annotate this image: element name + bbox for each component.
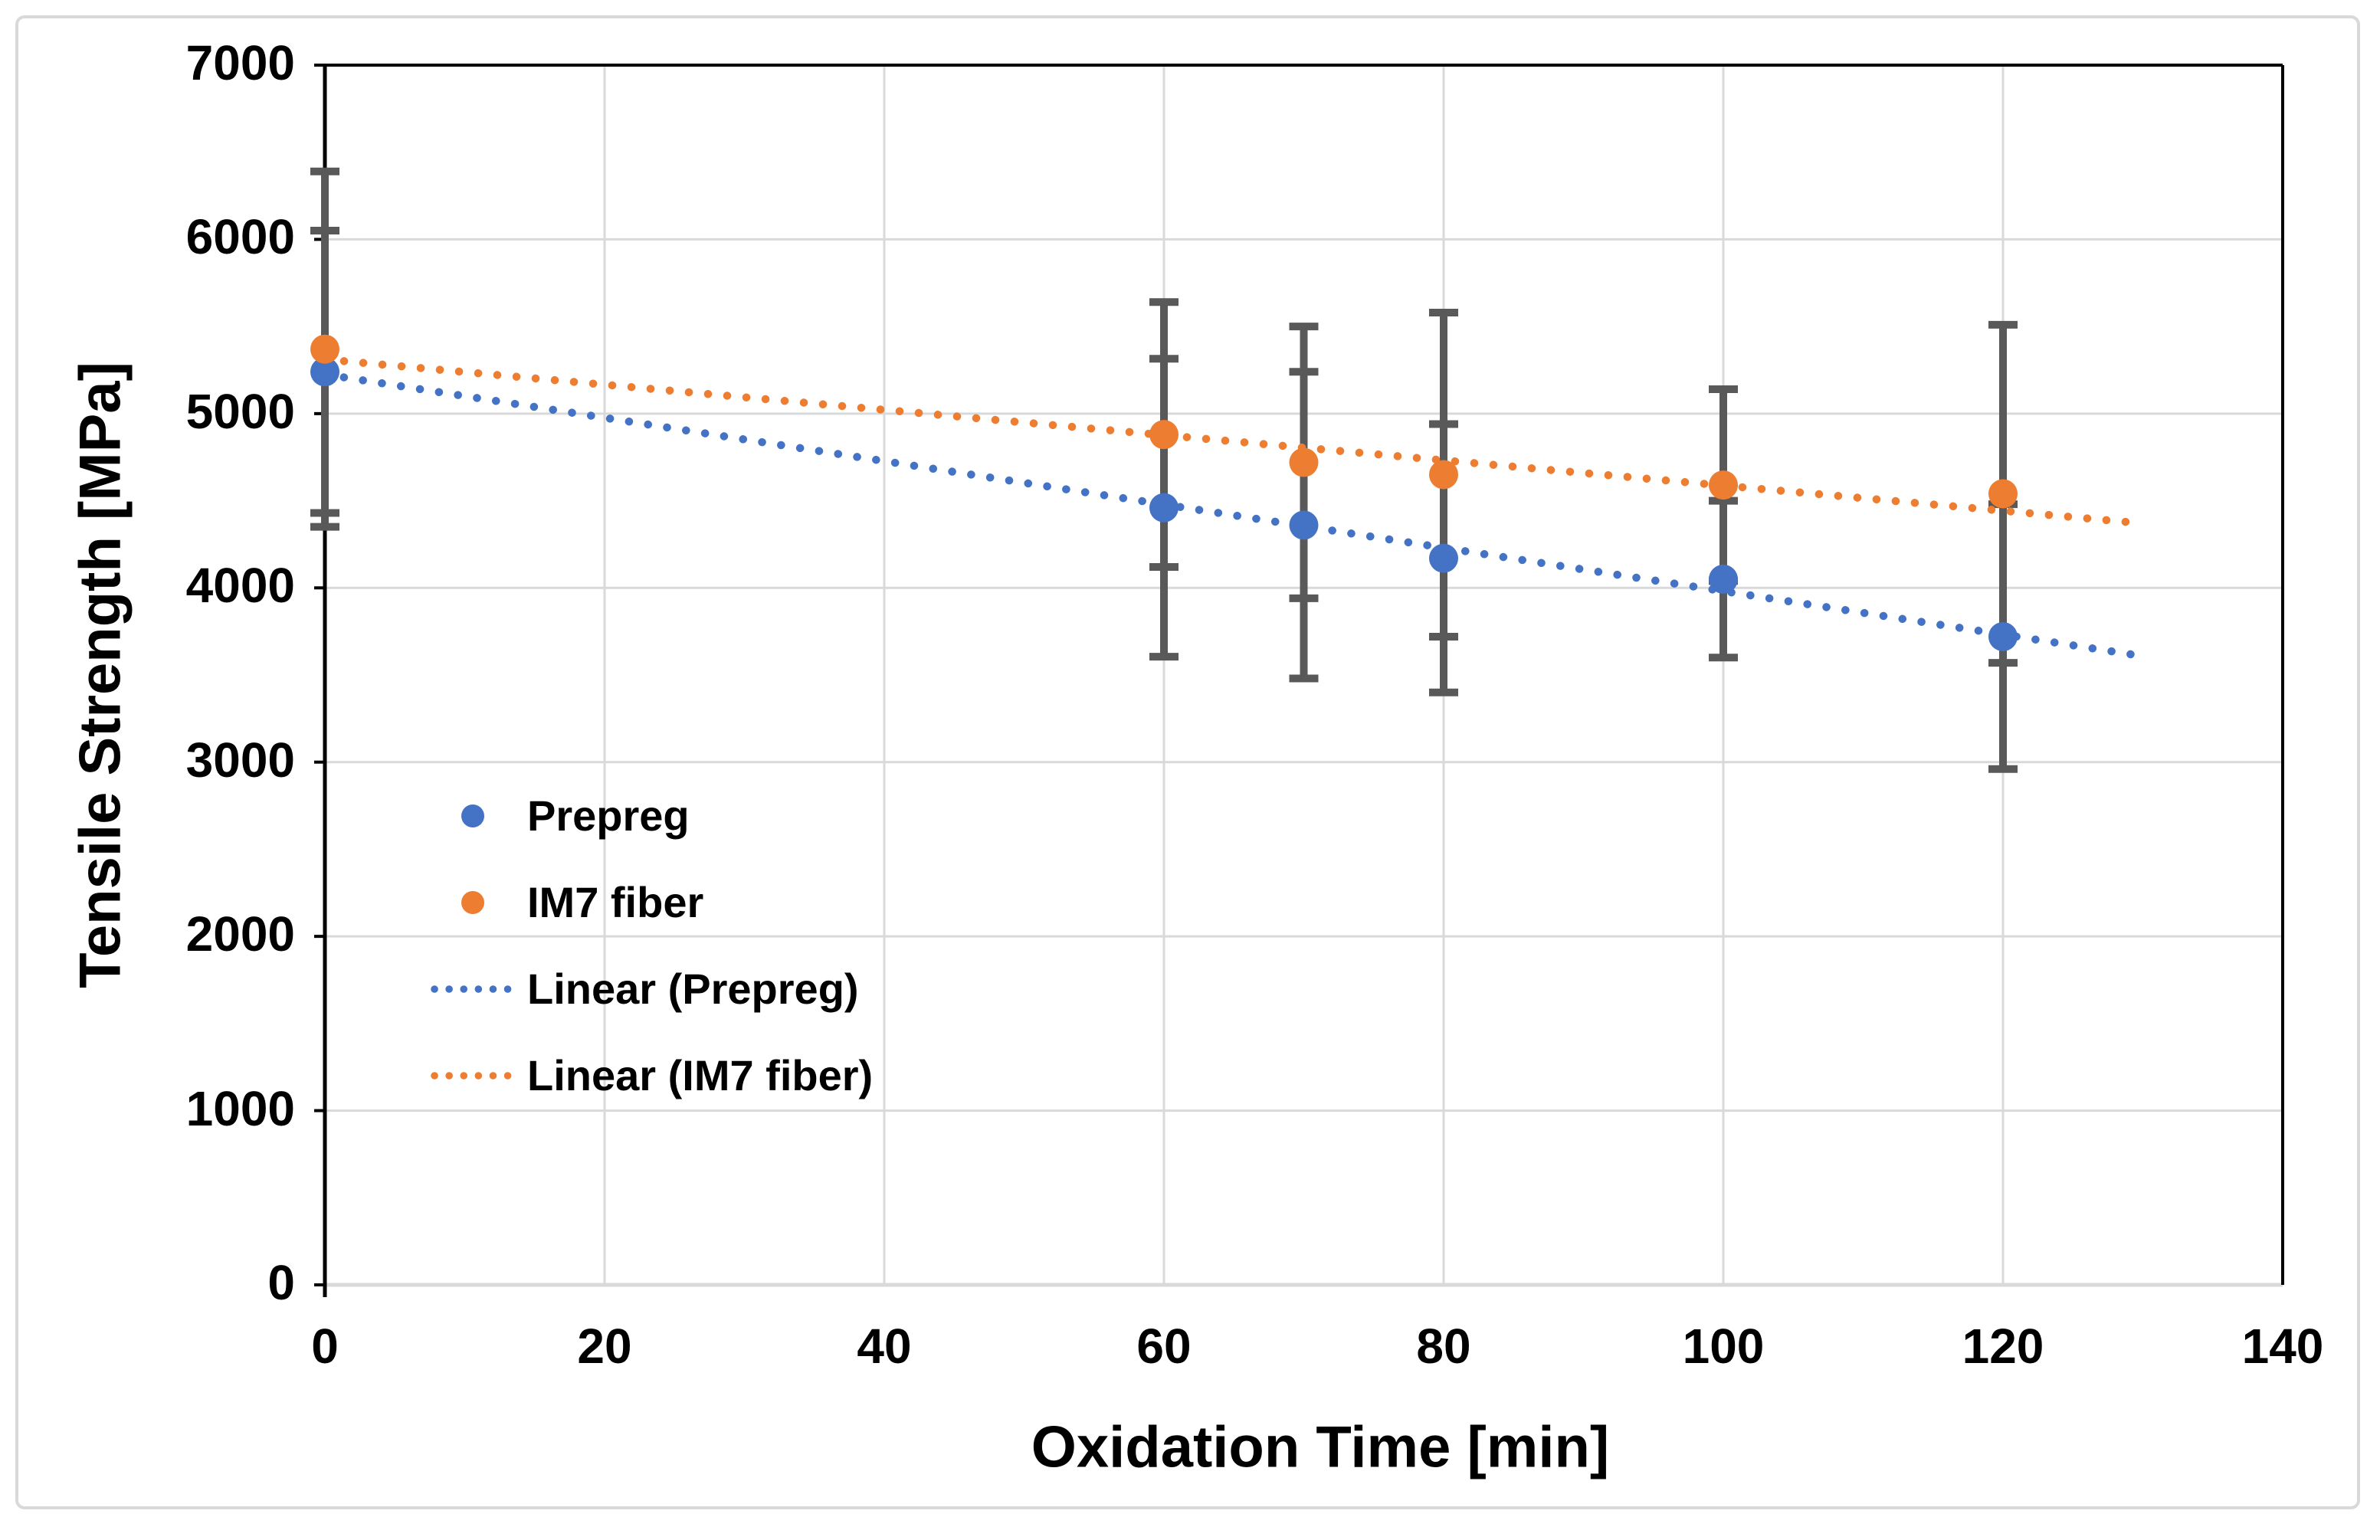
x-tick-label: 120	[1962, 1319, 2044, 1374]
legend-label: Linear (Prepreg)	[527, 965, 859, 1013]
legend-label: Prepreg	[527, 791, 690, 840]
x-tick-label: 20	[577, 1319, 632, 1374]
y-tick-label: 1000	[185, 1080, 295, 1136]
y-tick-label: 5000	[185, 383, 295, 439]
legend-item-linear-im7-fiber: Linear (IM7 fiber)	[429, 1032, 873, 1119]
im7-fiber-marker-icon	[429, 890, 516, 914]
x-tick-label: 0	[311, 1319, 339, 1374]
legend-item-im7-fiber: IM7 fiber	[429, 859, 873, 945]
chart-outer-border	[15, 15, 2360, 1509]
x-tick-label: 60	[1136, 1319, 1192, 1374]
y-tick-label: 4000	[185, 558, 295, 614]
legend: Prepreg IM7 fiber Linear (Prepreg) Linea…	[429, 772, 873, 1119]
y-tick-label: 0	[267, 1255, 295, 1311]
legend-label: IM7 fiber	[527, 878, 704, 926]
x-tick-label: 40	[857, 1319, 912, 1374]
x-tick-label: 100	[1682, 1319, 1765, 1374]
linear-im7-fiber-dotted-line-icon	[429, 1070, 516, 1081]
linear-prepreg-dotted-line-icon	[429, 984, 516, 994]
x-tick-label: 140	[2241, 1319, 2324, 1374]
x-tick-label: 80	[1416, 1319, 1471, 1374]
y-tick-label: 3000	[185, 732, 295, 788]
y-axis-title: Tensile Strength [MPa]	[67, 362, 133, 988]
legend-label: Linear (IM7 fiber)	[527, 1051, 874, 1099]
y-tick-label: 6000	[185, 209, 295, 265]
x-axis-title: Oxidation Time [min]	[1031, 1414, 1610, 1480]
legend-item-linear-prepreg: Linear (Prepreg)	[429, 945, 873, 1032]
y-tick-label: 7000	[185, 35, 295, 91]
prepreg-marker-icon	[429, 804, 516, 827]
y-tick-label: 2000	[185, 906, 295, 962]
legend-item-prepreg: Prepreg	[429, 772, 873, 859]
